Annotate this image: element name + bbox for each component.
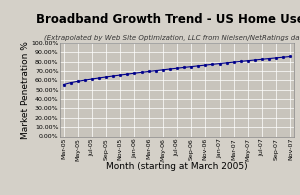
X-axis label: Month (starting at March 2005): Month (starting at March 2005) bbox=[106, 162, 248, 171]
Text: (Extrapolated by Web Site Optimization, LLC from Nielsen/NetRatings data): (Extrapolated by Web Site Optimization, … bbox=[44, 35, 300, 41]
Y-axis label: Market Penetration %: Market Penetration % bbox=[21, 41, 30, 139]
Title: Broadband Growth Trend - US Home Users: Broadband Growth Trend - US Home Users bbox=[36, 13, 300, 27]
